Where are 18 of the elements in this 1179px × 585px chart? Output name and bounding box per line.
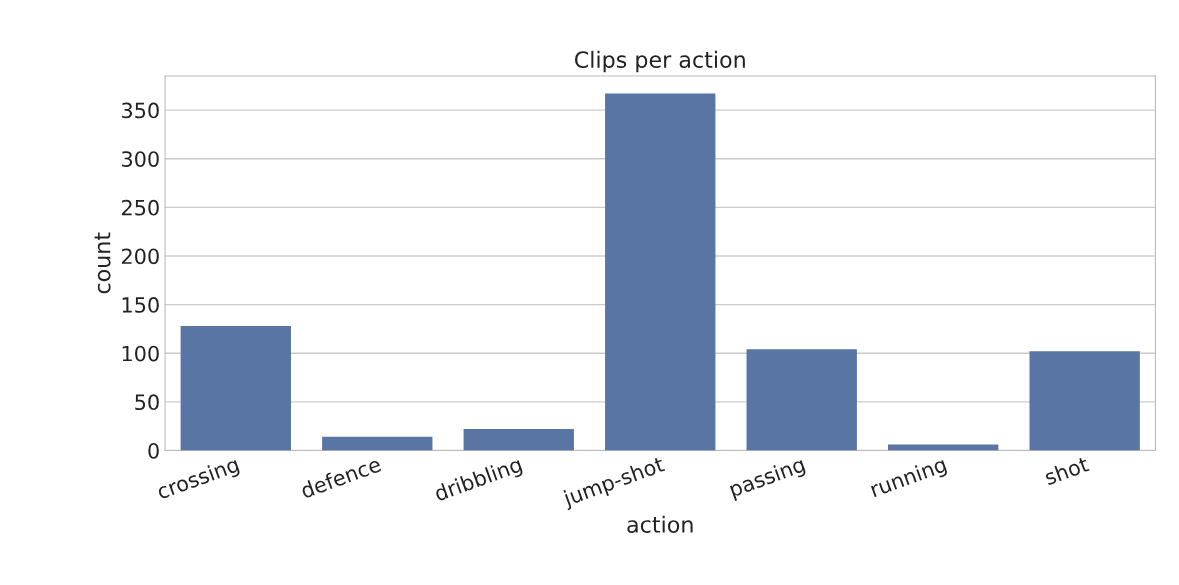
- bar: [322, 436, 433, 451]
- y-tick-label: 250: [121, 199, 159, 216]
- y-tick-label: 0: [148, 442, 159, 459]
- bar: [463, 429, 574, 451]
- x-tick-label: shot: [1043, 455, 1090, 486]
- y-axis-title: count: [94, 232, 111, 294]
- y-tick-label: 200: [121, 248, 159, 265]
- y-tick-label: 350: [122, 102, 159, 119]
- chart-title: Clips per action: [574, 50, 745, 73]
- y-tick-label: 100: [122, 345, 159, 362]
- x-axis-title: action: [627, 515, 693, 533]
- y-tick-label: 50: [135, 394, 159, 411]
- y-tick-label: 300: [122, 151, 159, 167]
- y-tick-label: 150: [122, 297, 159, 313]
- bar: [746, 349, 857, 451]
- bar: [1029, 351, 1140, 451]
- bar: [180, 325, 291, 451]
- bar: [605, 93, 716, 451]
